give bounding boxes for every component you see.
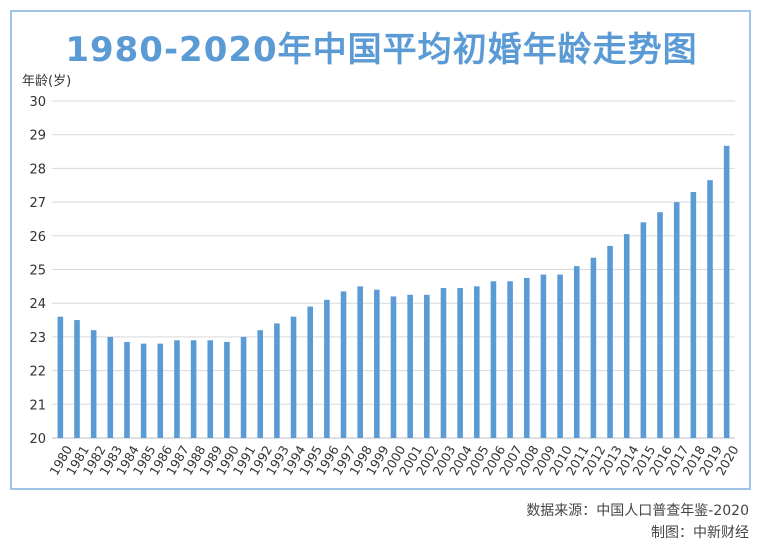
y-tick-label: 27	[29, 196, 46, 211]
bar-2005	[473, 286, 480, 438]
y-tick-label: 29	[29, 129, 46, 144]
bar-1991	[240, 336, 247, 438]
bar-1981	[74, 320, 80, 438]
bar-1997	[340, 291, 347, 438]
bar-2014	[623, 234, 630, 438]
bar-2010	[557, 274, 563, 438]
bar-1990	[224, 341, 230, 438]
chart-title: 1980-2020年中国平均初婚年龄走势图	[65, 30, 698, 70]
bar-1996	[324, 299, 330, 438]
bar-2004	[457, 288, 463, 438]
bar-2007	[507, 281, 513, 438]
bar-1983	[107, 336, 114, 438]
chart-credit: 制图：中新财经	[651, 525, 749, 541]
bar-1998	[357, 286, 363, 438]
y-tick-label: 25	[29, 264, 46, 279]
bar-1984	[124, 341, 130, 438]
bar-2016	[657, 212, 663, 438]
bar-1999	[374, 289, 380, 438]
x-tick-labels: 1980198119821983198419851986198719881989…	[46, 443, 741, 478]
data-source: 数据来源：中国人口普查年鉴-2020	[526, 503, 749, 519]
bar-1992	[257, 330, 264, 438]
y-tick-labels: 20 21 22 23 24 25 26 27 28 29 30	[29, 95, 46, 447]
bar-2015	[640, 222, 647, 438]
y-tick-label: 30	[29, 95, 46, 110]
y-tick-label: 28	[29, 162, 46, 177]
bar-2009	[540, 274, 547, 438]
bar-1985	[140, 343, 147, 438]
bar-1980	[57, 316, 64, 438]
y-tick-label: 23	[29, 331, 46, 346]
y-tick-label: 26	[29, 230, 46, 245]
y-tick-label: 21	[29, 398, 46, 413]
y-tick-label: 24	[29, 297, 46, 312]
bar-2011	[573, 266, 580, 438]
y-tick-label: 22	[29, 365, 46, 380]
bar-2012	[590, 257, 597, 438]
y-axis-label: 年龄(岁)	[22, 74, 72, 89]
bar-2002	[424, 294, 430, 438]
bar-1995	[307, 306, 314, 438]
bar-1994	[290, 316, 297, 438]
y-tick-label: 20	[29, 432, 46, 447]
bar-2000	[390, 296, 397, 438]
bar-2013	[607, 245, 613, 438]
bar-1988	[190, 340, 197, 438]
bar-1986	[157, 343, 164, 438]
bar-1989	[207, 340, 214, 438]
bar-1982	[90, 330, 97, 438]
bar-2008	[523, 277, 530, 438]
bar-2019	[707, 180, 713, 438]
bars	[57, 145, 730, 439]
bar-2003	[440, 288, 447, 438]
bar-2017	[673, 202, 680, 438]
bar-2001	[407, 294, 413, 438]
bar-2006	[490, 281, 497, 438]
bar-1993	[274, 323, 280, 438]
bar-1987	[174, 340, 180, 438]
source-note: 数据来源：中国人口普查年鉴-2020 制图：中新财经	[526, 500, 749, 544]
bar-2020	[723, 145, 730, 439]
bar-2018	[690, 191, 697, 438]
